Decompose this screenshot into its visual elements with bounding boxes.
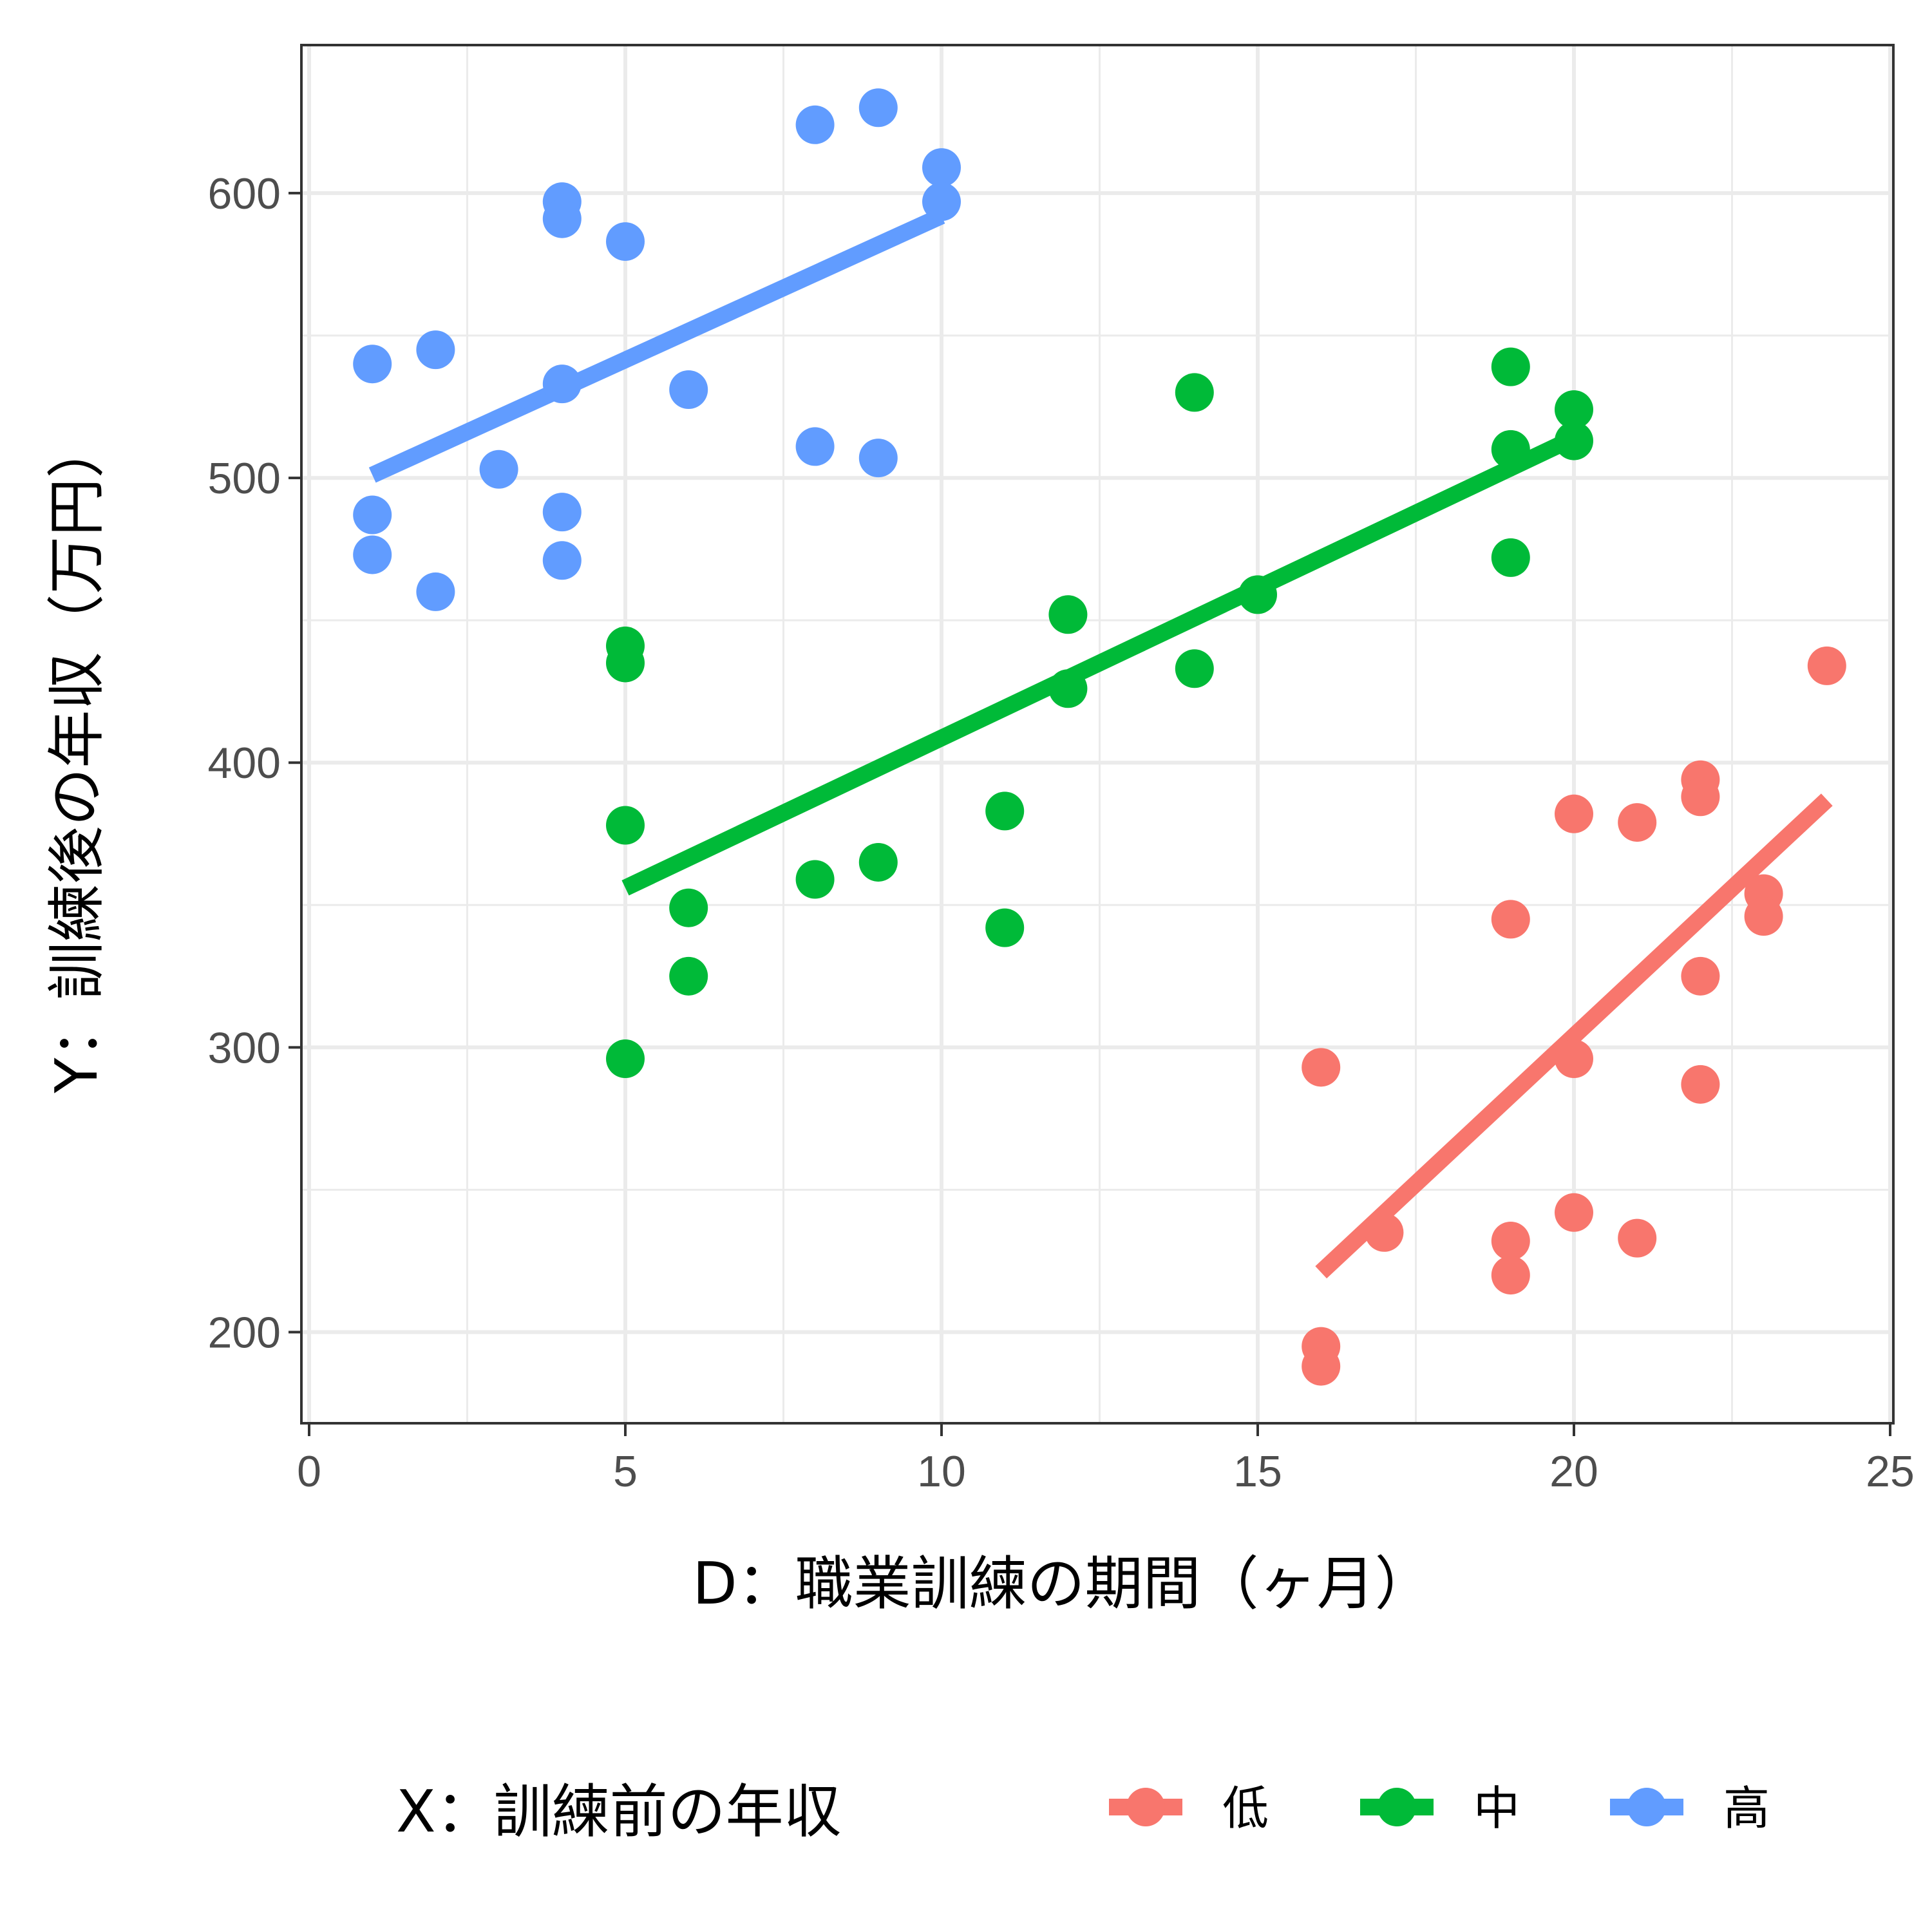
data-point — [1744, 896, 1783, 936]
data-point — [416, 330, 455, 370]
data-point — [1807, 646, 1846, 685]
data-point — [1681, 956, 1720, 996]
x-tick-label: 15 — [1233, 1447, 1282, 1496]
data-point — [542, 493, 582, 532]
data-point — [1302, 1048, 1341, 1087]
data-point — [1491, 900, 1530, 939]
regression-lines — [368, 208, 1833, 1279]
x-tick-label: 10 — [917, 1447, 966, 1496]
data-point — [353, 495, 392, 535]
data-point — [922, 148, 961, 187]
data-point — [669, 888, 708, 927]
data-point — [1175, 373, 1214, 412]
panel-background — [301, 45, 1893, 1423]
legend-keys: 低中高 — [1109, 1781, 1770, 1835]
data-point — [795, 427, 835, 466]
data-point — [1491, 347, 1530, 386]
data-point — [1491, 430, 1530, 469]
legend-key-point — [1627, 1788, 1666, 1826]
y-tick-label: 200 — [208, 1309, 281, 1358]
data-point — [1048, 669, 1088, 708]
legend-key: 高 — [1610, 1781, 1770, 1835]
legend-label: 高 — [1723, 1781, 1770, 1835]
data-point — [1491, 538, 1530, 577]
legend-key: 低 — [1109, 1781, 1269, 1835]
data-point — [1491, 1256, 1530, 1295]
legend-key-point — [1378, 1788, 1416, 1826]
data-point — [1048, 595, 1088, 634]
data-point — [416, 572, 455, 611]
fit-line — [621, 430, 1578, 896]
data-point — [1555, 1193, 1593, 1232]
data-point — [1175, 649, 1214, 688]
y-tick-label: 500 — [208, 454, 281, 503]
legend-label: 低 — [1222, 1781, 1269, 1835]
y-axis: 200 300 400 500 600 — [208, 169, 301, 1358]
data-point — [922, 182, 961, 222]
y-tick-label: 600 — [208, 169, 281, 218]
data-point — [1681, 777, 1720, 817]
legend-key-point — [1126, 1788, 1165, 1826]
data-point — [542, 199, 582, 238]
data-point — [353, 535, 392, 574]
data-point — [353, 345, 392, 384]
data-point — [985, 791, 1025, 831]
data-point — [542, 365, 582, 404]
data-point — [1681, 1065, 1720, 1104]
panel-border — [300, 44, 1895, 1425]
x-tick-label: 25 — [1866, 1447, 1915, 1496]
y-tick-label: 400 — [208, 739, 281, 788]
data-point — [1365, 1213, 1404, 1252]
data-point — [542, 541, 582, 580]
y-tick-label: 300 — [208, 1023, 281, 1072]
fit-line — [1315, 793, 1833, 1279]
x-tick-label: 5 — [613, 1447, 638, 1496]
legend: X：訓練前の年収 低 中 高 — [396, 1778, 1770, 1846]
x-tick-label: 20 — [1549, 1447, 1598, 1496]
x-axis: 0 5 10 15 20 25 — [297, 1423, 1915, 1496]
data-point — [795, 860, 835, 899]
legend-title: X：訓練前の年収 — [396, 1778, 842, 1846]
data-point — [1555, 1039, 1593, 1079]
data-point — [479, 450, 518, 489]
data-point — [1302, 1347, 1341, 1386]
y-axis-title: Y：訓練後の年収（万円） — [43, 421, 111, 1094]
data-point — [858, 439, 898, 478]
fit-line — [368, 208, 945, 483]
data-point — [606, 1039, 645, 1079]
data-point — [1555, 421, 1593, 460]
data-point — [985, 908, 1025, 947]
x-tick-label: 0 — [297, 1447, 321, 1496]
data-point — [1618, 803, 1657, 842]
data-point — [1238, 575, 1277, 614]
data-point — [1618, 1218, 1657, 1258]
data-point — [858, 88, 898, 128]
data-points — [353, 88, 1846, 1386]
legend-label: 中 — [1473, 1781, 1520, 1835]
data-point — [858, 842, 898, 882]
data-point — [669, 370, 708, 409]
plot-panel — [300, 44, 1895, 1425]
data-point — [669, 956, 708, 996]
x-axis-title: D：職業訓練の期間（ヶ月） — [692, 1550, 1432, 1618]
data-point — [795, 105, 835, 144]
data-point — [606, 806, 645, 845]
data-point — [1555, 794, 1593, 833]
data-point — [1555, 390, 1593, 429]
data-point — [1491, 1222, 1530, 1261]
legend-key: 中 — [1360, 1781, 1520, 1835]
data-point — [606, 222, 645, 261]
data-point — [606, 643, 645, 683]
